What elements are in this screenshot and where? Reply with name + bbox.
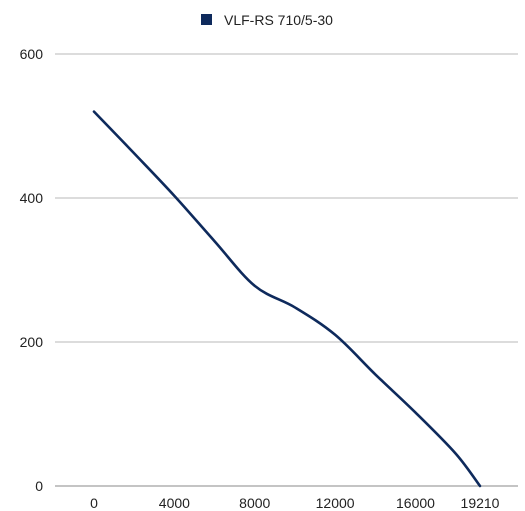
x-tick-label: 12000 xyxy=(316,495,355,511)
legend-swatch xyxy=(201,14,212,25)
x-axis: 0 4000 8000 12000 16000 19210 xyxy=(90,495,500,511)
x-tick-label: 8000 xyxy=(239,495,270,511)
y-tick-label: 600 xyxy=(20,46,44,62)
x-tick-label: 19210 xyxy=(461,495,500,511)
x-tick-label: 0 xyxy=(90,495,98,511)
legend: VLF-RS 710/5-30 xyxy=(201,12,333,28)
y-tick-label: 400 xyxy=(20,190,44,206)
x-tick-label: 16000 xyxy=(396,495,435,511)
series-line-0 xyxy=(92,110,482,488)
y-tick-label: 200 xyxy=(20,334,44,350)
series-group xyxy=(92,110,482,488)
legend-label: VLF-RS 710/5-30 xyxy=(224,12,333,28)
gridlines xyxy=(55,53,518,487)
x-tick-label: 4000 xyxy=(159,495,190,511)
y-tick-label: 0 xyxy=(35,478,43,494)
y-axis: 0 200 400 600 xyxy=(20,46,44,494)
